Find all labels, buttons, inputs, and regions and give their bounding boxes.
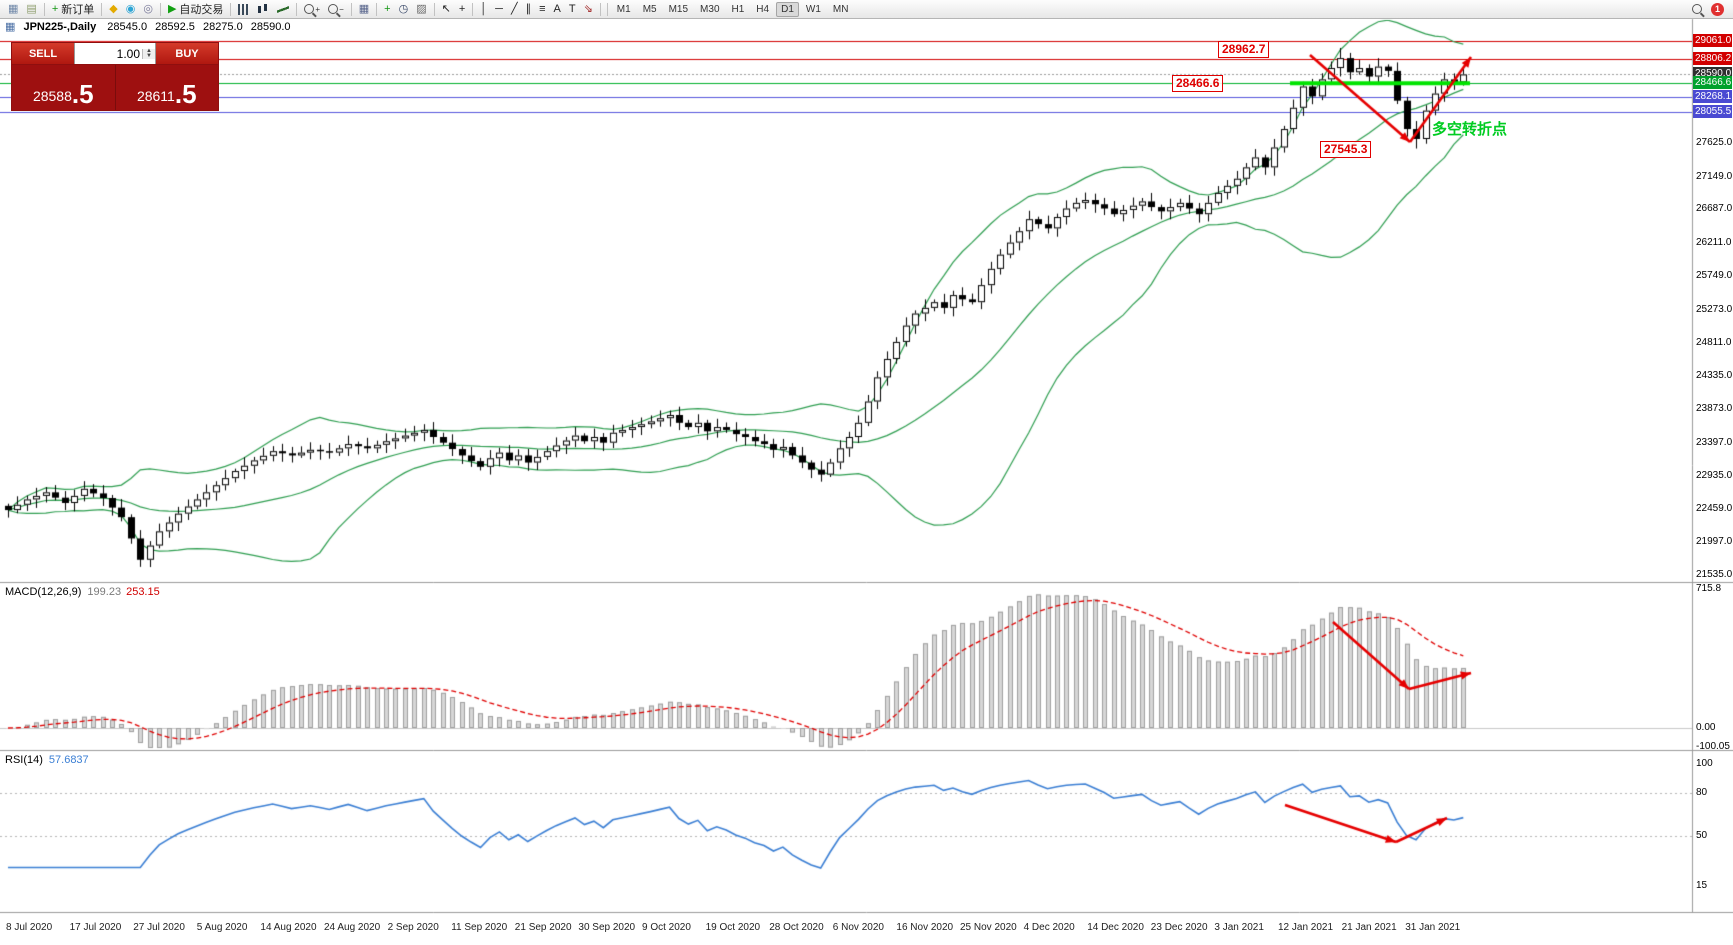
timeframe-mn[interactable]: MN: [832, 3, 849, 15]
ohlc-high: 28592.5: [155, 21, 195, 33]
mql-wizard-icon[interactable]: ◆: [109, 2, 118, 15]
macd-name: MACD(12,26,9): [5, 586, 82, 598]
templates-icon[interactable]: ▨: [416, 2, 427, 15]
macd-signal-value: 253.15: [126, 586, 160, 598]
timeframe-w1[interactable]: W1: [805, 3, 821, 15]
chart-title-line: ▦ JPN225-,Daily 28545.0 28592.5 28275.0 …: [5, 21, 296, 33]
text-icon[interactable]: A: [553, 2, 561, 15]
lot-stepper[interactable]: ▲ ▼: [142, 48, 155, 59]
turning-point-annotation: 多空转折点: [1432, 121, 1508, 138]
rsi-indicator-label: RSI(14) 57.6837: [5, 754, 89, 766]
ohlc-close: 28590.0: [250, 21, 291, 33]
new-chart-icon[interactable]: ▦: [8, 2, 19, 15]
toolbar-separator: [101, 2, 103, 16]
search-icon[interactable]: [1689, 1, 1705, 18]
arrows-tool-icon[interactable]: ⇘: [583, 2, 593, 15]
lot-size-input[interactable]: 1.00: [116, 46, 140, 61]
price-label-support: 28466.6: [1172, 75, 1224, 92]
toolbar-right: 1: [1688, 1, 1729, 18]
buy-price-button[interactable]: 28611 .5: [116, 65, 219, 110]
toolbar: ▦ ▤ + 新订单 ◆ ◉ ◎ ▶ 自动交易 + − ▦ + ◷ ▨ ↖ + │ ─ ╱ ∥ ≡ A T ⇘ M1 M5 M15 M30…: [0, 0, 1733, 19]
timeframe-m30[interactable]: M30: [700, 3, 720, 15]
timeframe-h4[interactable]: H4: [756, 3, 770, 15]
ohlc-open: 28545.0: [107, 21, 148, 33]
lot-up-icon[interactable]: ▲: [143, 48, 155, 54]
toolbar-separator: [606, 2, 608, 16]
macd-value: 199.23: [87, 586, 122, 598]
toolbar-separator: [43, 2, 45, 16]
buy-button[interactable]: BUY: [156, 43, 218, 64]
chart-symbol-icon: ▦: [5, 21, 16, 33]
toolbar-separator: [433, 2, 435, 16]
new-order-icon[interactable]: + 新订单: [51, 2, 95, 16]
timeframe-h1[interactable]: H1: [731, 3, 745, 15]
zoom-in-icon[interactable]: +: [301, 1, 323, 18]
chart-profiles-icon[interactable]: ▤: [26, 2, 37, 15]
macd-indicator-label: MACD(12,26,9) 199.23 253.15: [5, 586, 160, 598]
rsi-name: RSI(14): [5, 754, 43, 766]
chart-symbol-period: JPN225-,Daily: [23, 21, 97, 33]
crosshair-icon[interactable]: +: [458, 2, 466, 15]
toolbar-separator: [230, 2, 232, 16]
indicators-icon[interactable]: +: [384, 2, 391, 15]
chart-line-icon[interactable]: [274, 1, 292, 18]
rsi-value: 57.6837: [48, 754, 89, 766]
toolbar-separator: [472, 2, 474, 16]
text-label-icon[interactable]: T: [568, 2, 576, 15]
tile-windows-icon[interactable]: ▦: [358, 2, 370, 15]
toolbar-separator: [296, 2, 298, 16]
price-label-low: 27545.3: [1320, 141, 1372, 158]
timeframe-d1[interactable]: D1: [776, 1, 799, 17]
trendline-icon[interactable]: ╱: [510, 2, 518, 15]
auto-trading-icon[interactable]: ▶ 自动交易: [167, 2, 224, 16]
toolbar-separator: [159, 2, 161, 16]
sell-price: 28588: [32, 88, 72, 105]
one-click-trading-panel: SELL 1.00 ▲ ▼ BUY 28588 .5 28611 .5: [11, 42, 219, 111]
timeframe-m15[interactable]: M15: [668, 3, 689, 15]
channel-icon[interactable]: ∥: [525, 2, 532, 15]
buy-price-pips: .5: [174, 78, 197, 109]
toolbar-separator: [350, 2, 352, 16]
buy-price: 28611: [136, 88, 175, 105]
sell-price-pips: .5: [71, 78, 94, 109]
notification-badge[interactable]: 1: [1711, 2, 1724, 16]
ohlc-low: 28275.0: [202, 21, 243, 33]
sell-button[interactable]: SELL: [12, 43, 74, 64]
strategy-tester-icon[interactable]: ◎: [143, 2, 153, 15]
cursor-icon[interactable]: ↖: [441, 2, 451, 15]
fibonacci-icon[interactable]: ≡: [539, 2, 546, 15]
horizontal-line-icon[interactable]: ─: [495, 2, 503, 15]
zoom-out-icon[interactable]: −: [325, 1, 347, 18]
chart-bars-icon[interactable]: [235, 1, 252, 18]
toolbar-separator: [376, 2, 378, 16]
toolbar-separator: [599, 2, 601, 16]
timeframe-m5[interactable]: M5: [642, 3, 657, 15]
data-window-icon[interactable]: ◉: [125, 2, 136, 15]
timeframe-m1[interactable]: M1: [616, 3, 631, 15]
price-label-high: 28962.7: [1218, 41, 1270, 58]
sell-price-button[interactable]: 28588 .5: [12, 65, 116, 110]
chart-candles-icon[interactable]: [254, 1, 272, 18]
lot-down-icon[interactable]: ▼: [143, 53, 155, 59]
periods-icon[interactable]: ◷: [398, 2, 409, 15]
vertical-line-icon[interactable]: │: [480, 2, 488, 15]
